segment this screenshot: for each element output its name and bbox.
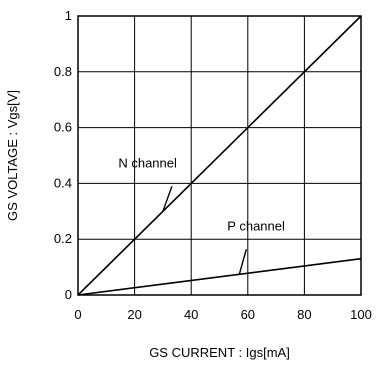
series-line-p-channel: [77, 257, 362, 296]
x-tick-labels: 0 20 40 60 80 100: [74, 307, 371, 322]
annotations: N channel P channel: [118, 155, 285, 275]
annotation-label: P channel: [227, 218, 285, 233]
grid: [78, 16, 361, 295]
x-tick-label: 60: [241, 307, 255, 322]
y-tick-label: 0.2: [54, 231, 72, 246]
x-tick-label: 80: [297, 307, 311, 322]
y-tick-label: 0.4: [54, 175, 72, 190]
x-tick-label: 0: [74, 307, 81, 322]
annotation-label: N channel: [118, 155, 177, 170]
x-tick-label: 100: [350, 307, 372, 322]
y-tick-label: 1: [65, 8, 72, 23]
annotation-leader-line: [238, 249, 247, 275]
y-tick-label: 0.8: [54, 64, 72, 79]
x-tick-label: 20: [127, 307, 141, 322]
x-tick-label: 40: [184, 307, 198, 322]
series-line-n-channel: [77, 15, 362, 296]
x-axis-title: GS CURRENT : Igs[mA]: [149, 345, 290, 360]
plot-frame: [77, 15, 362, 296]
y-tick-label: 0: [65, 287, 72, 302]
y-tick-label: 0.6: [54, 120, 72, 135]
series-lines: [77, 15, 362, 296]
y-tick-labels: 0 0.2 0.4 0.6 0.8 1: [54, 8, 72, 302]
y-axis-title: GS VOLTAGE : Vgs[V]: [5, 90, 20, 221]
annotation-leader-line: [162, 186, 173, 212]
